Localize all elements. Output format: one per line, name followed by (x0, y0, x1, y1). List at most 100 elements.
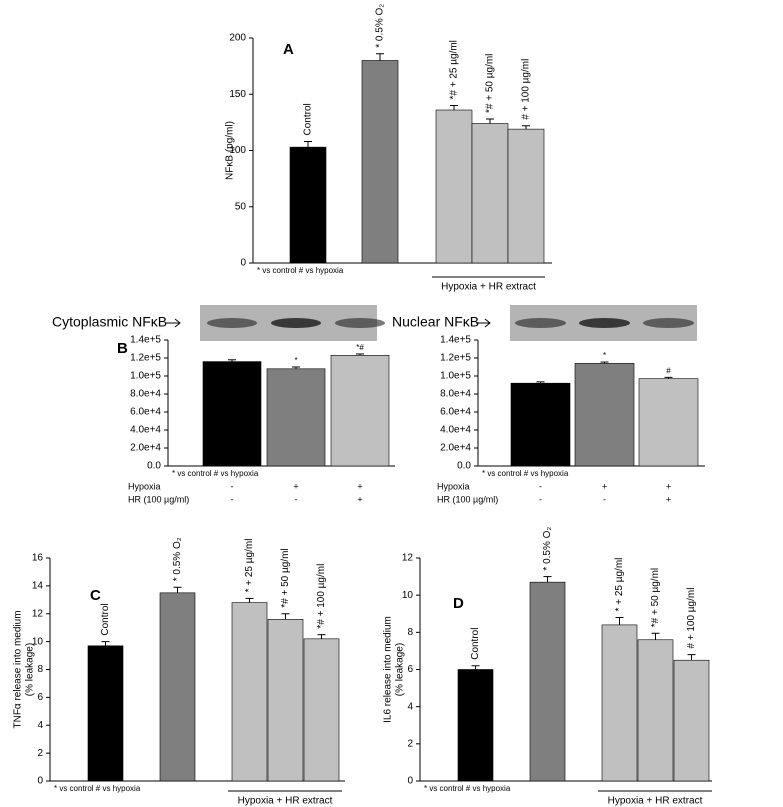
y-tick-label: 8 (407, 627, 413, 638)
y-tick-label: 14 (32, 581, 44, 592)
y-tick-label: 1.0e+5 (130, 371, 161, 382)
bar (87, 645, 124, 782)
bar-label: *# + 50 µg/ml (280, 548, 291, 607)
table-cell: - (539, 494, 542, 504)
y-tick-label: 1.0e+5 (440, 371, 471, 382)
blot-band (207, 318, 257, 328)
y-tick-label: 2 (37, 748, 43, 759)
y-tick-label: 6.0e+4 (130, 407, 161, 418)
bar (510, 382, 571, 467)
bar (159, 592, 196, 782)
footnote: * vs control # vs hypoxia (257, 266, 344, 275)
bar (266, 368, 326, 467)
y-tick-label: 6.0e+4 (440, 407, 471, 418)
table-cell: + (357, 481, 362, 491)
y-tick-label: 0 (37, 776, 43, 787)
bar (574, 363, 635, 467)
bar-label: * 0.5% O₂ (542, 527, 553, 571)
group-label: Hypoxia + HR extract (441, 282, 536, 293)
blot-band (271, 318, 321, 328)
table-cell: + (357, 494, 362, 504)
bar (202, 361, 262, 467)
y-tick-label: 50 (235, 201, 247, 212)
bar (289, 146, 327, 264)
y-tick-label: 100 (229, 145, 246, 156)
bar (361, 60, 399, 264)
y-tick-label: 8 (37, 664, 43, 675)
blot-band (643, 318, 694, 328)
footnote: * vs control # vs hypoxia (424, 784, 511, 793)
table-row-label: Hypoxia (128, 481, 161, 491)
y-tick-label: 10 (402, 590, 414, 601)
y-tick-label: 200 (229, 33, 246, 44)
bar (330, 354, 390, 467)
y-tick-label: 1.2e+5 (130, 353, 161, 364)
y-tick-label: 150 (229, 89, 246, 100)
bar (637, 639, 674, 782)
table-cell: - (295, 494, 298, 504)
blot-band (335, 318, 385, 328)
y-tick-label: 4 (37, 720, 43, 731)
bar (638, 378, 699, 467)
bar-label: Control (303, 103, 314, 135)
footnote: * vs control # vs hypoxia (482, 469, 569, 478)
y-tick-label: 4 (407, 701, 413, 712)
table-row-label: Hypoxia (437, 481, 470, 491)
table-row-label: HR (100 µg/ml) (128, 494, 189, 504)
bar (231, 602, 268, 782)
bar-label: * (294, 356, 297, 365)
table-row-label: HR (100 µg/ml) (437, 494, 498, 504)
bar (507, 128, 545, 264)
panel-letter: C (90, 587, 101, 604)
y-tick-label: 2.0e+4 (440, 443, 471, 454)
footnote: * vs control # vs hypoxia (54, 784, 141, 793)
bar-label: Control (100, 603, 111, 635)
y-tick-label: 2.0e+4 (130, 443, 161, 454)
y-tick-label: 12 (32, 608, 44, 619)
y-tick-label: 4.0e+4 (130, 425, 161, 436)
blot-label: Cytoplasmic NFκB (52, 314, 167, 330)
table-cell: - (603, 494, 606, 504)
bar-label: Control (470, 628, 481, 660)
table-cell: + (293, 481, 298, 491)
bar-label: # + 100 µg/ml (686, 588, 697, 649)
table-cell: - (231, 494, 234, 504)
arrow-head (484, 318, 491, 328)
table-cell: + (602, 481, 607, 491)
bar-label: *# + 50 µg/ml (485, 54, 496, 113)
table-cell: - (539, 481, 542, 491)
bar-label: * 0.5% O₂ (172, 537, 183, 581)
group-label: Hypoxia + HR extract (238, 796, 333, 807)
y-tick-label: 10 (32, 636, 44, 647)
y-tick-label: 16 (32, 553, 44, 564)
bar (601, 624, 638, 782)
panel-letter: A (283, 41, 294, 58)
bar-label: # (666, 366, 671, 375)
y-axis-label: NFκB (pg/ml) (225, 121, 236, 180)
bar (435, 109, 473, 264)
bar-label: *# (356, 343, 364, 352)
panel-letter: B (117, 340, 128, 357)
y-tick-label: 1.4e+5 (440, 335, 471, 346)
y-tick-label: 0.0 (457, 461, 471, 472)
y-tick-label: 1.2e+5 (440, 353, 471, 364)
y-tick-label: 8.0e+4 (130, 389, 161, 400)
bar-label: * + 25 µg/ml (244, 539, 255, 593)
y-tick-label: 1.4e+5 (130, 335, 161, 346)
arrow-head (174, 318, 181, 328)
table-cell: - (231, 481, 234, 491)
bar (303, 638, 340, 782)
bar-label: * 0.5% O₂ (375, 4, 386, 48)
bar-label: * (603, 351, 606, 360)
footnote: * vs control # vs hypoxia (172, 469, 259, 478)
bar (457, 669, 494, 782)
table-cell: + (666, 481, 671, 491)
y-tick-label: 8.0e+4 (440, 389, 471, 400)
y-tick-label: 4.0e+4 (440, 425, 471, 436)
group-label: Hypoxia + HR extract (608, 796, 703, 807)
bar-label: *# + 100 µg/ml (316, 564, 327, 629)
y-tick-label: 0 (240, 258, 246, 269)
y-axis-label: TNFα release into medium (13, 610, 24, 728)
bar (529, 581, 566, 782)
